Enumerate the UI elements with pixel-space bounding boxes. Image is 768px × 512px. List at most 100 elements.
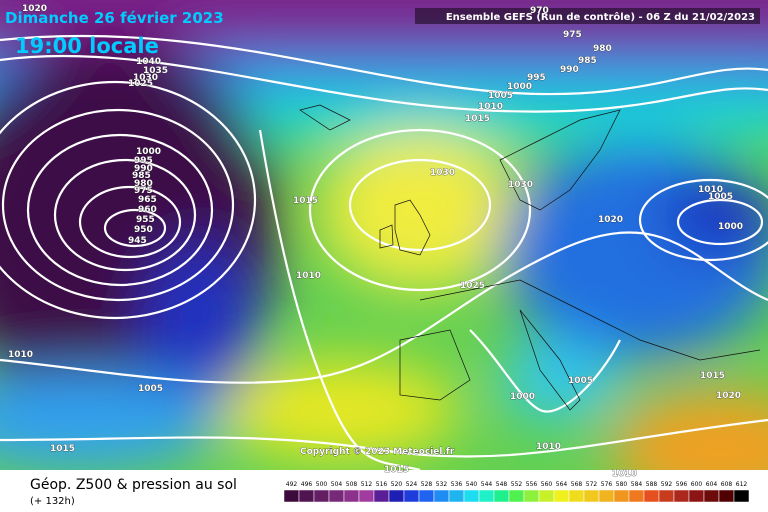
colorbar-label: 580: [616, 481, 628, 488]
colorbar-swatch: [733, 489, 750, 503]
isobar-label: 1010: [612, 469, 637, 479]
colorbar-label: 520: [391, 481, 403, 488]
colorbar-swatch: [328, 489, 345, 503]
colorbar-swatch: [388, 489, 405, 503]
isobar-label: 1005: [488, 91, 513, 101]
colorbar-label: 548: [496, 481, 508, 488]
isobar-label: 1030: [133, 73, 158, 83]
colorbar-label: 512: [361, 481, 373, 488]
isobar-label: 1020: [22, 4, 47, 14]
colorbar-swatch: [538, 489, 555, 503]
colorbar-swatch: [358, 489, 375, 503]
footer-lead: (+ 132h): [30, 496, 75, 507]
isobars: [0, 34, 768, 470]
colorbar-swatch: [418, 489, 435, 503]
colorbar-label: 528: [421, 481, 433, 488]
colorbar-swatch: [553, 489, 570, 503]
colorbar-swatch: [433, 489, 450, 503]
isobar-label: 1000: [718, 222, 743, 232]
colorbar-label: 492: [286, 481, 298, 488]
colorbar-label: 612: [736, 481, 748, 488]
run-label: Ensemble GEFS (Run de contrôle) - 06 Z d…: [446, 11, 755, 23]
colorbar-label: 544: [481, 481, 493, 488]
colorbar-swatch: [298, 489, 315, 503]
colorbar-label: 584: [631, 481, 643, 488]
colorbar-swatch: [463, 489, 480, 503]
colorbar-swatch: [673, 489, 690, 503]
colorbar-label: 556: [526, 481, 538, 488]
colorbar-label: 572: [586, 481, 598, 488]
isobar-label: 1040: [136, 57, 161, 67]
copyright: Copyright © 2023 Meteociel.fr: [300, 447, 455, 457]
colorbar-swatch: [583, 489, 600, 503]
isobar-label: 975: [134, 186, 153, 196]
colorbar-swatch: [718, 489, 735, 503]
colorbar-swatch: [523, 489, 540, 503]
colorbar-label: 552: [511, 481, 523, 488]
colorbar-label: 604: [706, 481, 718, 488]
isobar-label: 950: [134, 225, 153, 235]
isobar-label: 1015: [293, 196, 318, 206]
colorbar-label: 568: [571, 481, 583, 488]
isobar-label: 955: [136, 215, 155, 225]
colorbar-swatch: [313, 489, 330, 503]
isobar-label: 1000: [136, 147, 161, 157]
colorbar-label: 504: [331, 481, 343, 488]
isobar-label: 1000: [507, 82, 532, 92]
isobar-label: 1025: [128, 79, 153, 89]
footer-title: Géop. Z500 & pression au sol: [30, 477, 237, 493]
colorbar-swatch: [568, 489, 585, 503]
isobar-label: 1005: [708, 192, 733, 202]
colorbar-swatch: [628, 489, 645, 503]
isobar-label: 1010: [478, 102, 503, 112]
isobar-label: 1010: [536, 442, 561, 452]
colorbar-swatch: [283, 489, 300, 503]
isobar-label: 1025: [460, 281, 485, 291]
isobar-label: 990: [134, 164, 153, 174]
colorbar-swatch: [403, 489, 420, 503]
isobar-label: 975: [563, 30, 582, 40]
colorbar-swatch: [688, 489, 705, 503]
isobar-label: 1015: [50, 444, 75, 454]
isobar-label: 1015: [465, 114, 490, 124]
isobar-label: 1010: [8, 350, 33, 360]
isobar-label: 985: [578, 56, 597, 66]
colorbar-swatch: [493, 489, 510, 503]
colorbar-label: 508: [346, 481, 358, 488]
colorbar-swatch: [703, 489, 720, 503]
colorbar-label: 536: [451, 481, 463, 488]
colorbar-swatch: [448, 489, 465, 503]
isobar-label: 1030: [508, 180, 533, 190]
isobar-label: 1010: [296, 271, 321, 281]
colorbar-label: 608: [721, 481, 733, 488]
isobar-label: 970: [530, 6, 549, 16]
colorbar-swatch: [478, 489, 495, 503]
isobar-label: 985: [132, 171, 151, 181]
header-band: [415, 8, 760, 24]
colorbar-swatch: [373, 489, 390, 503]
isobar-label: 1020: [716, 391, 741, 401]
isobar-label: 1020: [598, 215, 623, 225]
colorbar-label: 560: [541, 481, 553, 488]
isobar-label: 1010: [698, 185, 723, 195]
colorbar-label: 532: [436, 481, 448, 488]
isobar-label: 990: [560, 65, 579, 75]
colorbar-swatch: [343, 489, 360, 503]
colorbar-label: 500: [316, 481, 328, 488]
colorbar-label: 496: [301, 481, 313, 488]
colorbar-label: 596: [676, 481, 688, 488]
colorbar-label: 516: [376, 481, 388, 488]
isobar-label: 945: [128, 236, 147, 246]
isobar-label: 1035: [143, 66, 168, 76]
colorbar-label: 564: [556, 481, 568, 488]
colorbar-swatch: [643, 489, 660, 503]
isobar-label: 1030: [430, 168, 455, 178]
colorbar-swatch: [598, 489, 615, 503]
isobar-label: 1005: [138, 384, 163, 394]
time-label: 19:00 locale: [15, 34, 159, 58]
isobar-label: 1015: [700, 371, 725, 381]
isobar-label: 1005: [568, 376, 593, 386]
isobar-label: 995: [134, 156, 153, 166]
colorbar-swatch: [508, 489, 525, 503]
